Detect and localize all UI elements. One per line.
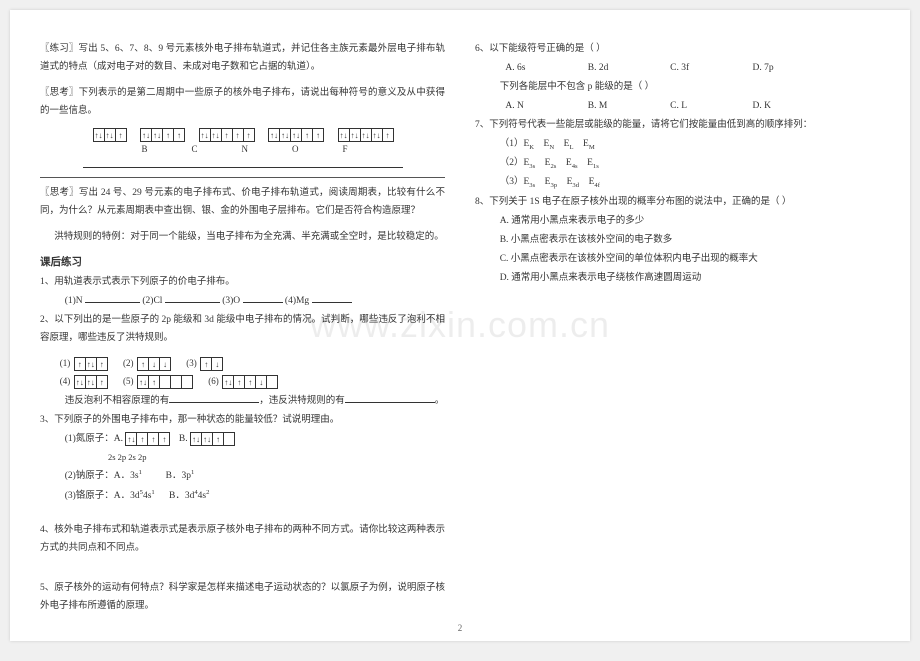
q7-r1: （1）EK EN EL EM (475, 135, 880, 154)
q6b-A: A. N (505, 97, 585, 116)
q2-tail: 违反泡利不相容原理的有，违反洪特规则的有。 (40, 392, 445, 411)
q6b-D: D. K (753, 97, 833, 116)
q1: 1、用轨道表示式表示下列原子的价电子排布。 (40, 273, 445, 292)
q3-1b-label: B. (179, 434, 188, 444)
q8-D: D. 通常用小黑点来表示电子绕核作高速圆周运动 (475, 269, 880, 288)
post-exercise-title: 课后练习 (40, 254, 445, 269)
answer-line-1 (40, 158, 445, 171)
q2-row2: (4)↑↓↑↓↑ (5)↑↓↑ (6)↑↓↑↑↓ (40, 374, 445, 389)
q1-d: (4)Mg (285, 296, 309, 306)
q6-A: A. 6s (505, 59, 585, 78)
think2-label: 〖思考〗 (40, 188, 79, 198)
q7-r3: （3）E3s E3p E3d E4f (475, 173, 880, 192)
q7-r2: （2）E3s E2s E4s E1s (475, 154, 880, 173)
think1-text: 下列表示的是第二周期中一些原子的核外电子排布，请说出每种符号的意义及从中获得的一… (40, 88, 445, 116)
q3: 3、下列原子的外围电子排布中，那一种状态的能量较低？试说明理由。 (40, 411, 445, 430)
q6-B: B. 2d (588, 59, 668, 78)
orbital-diagram-row: ↑↓↑↓↑ ↑↓↑↓↑↑ ↑↓↑↓↑↑↑ ↑↓↑↓↑↓↑↑ ↑↓↑↓↑↓↑↓↑ (40, 128, 445, 142)
q6b-opts: A. N B. M C. L D. K (475, 97, 880, 116)
q3-2a-sup: 1 (139, 469, 142, 476)
q8-C: C. 小黑点密表示在该核外空间的单位体积内电子出现的概率大 (475, 250, 880, 269)
q8-A: A. 通常用小黑点来表示电子的多少 (475, 212, 880, 231)
q3-3: (3)铬原子：A．3d54s1 B．3d44s2 (40, 486, 445, 506)
q3-2b-sup: 1 (191, 469, 194, 476)
q1-b: (2)Cl (142, 296, 162, 306)
exercise-block: 〖练习〗写出 5、6、7、8、9 号元素核外电子排布轨道式，并记住各主族元素最外… (40, 40, 445, 76)
q3-sublabels: 2s 2p 2s 2p (40, 449, 445, 466)
q5: 5、原子核外的运动有何特点？科学家是怎样来描述电子运动状态的？以氯原子为例，说明… (40, 579, 445, 615)
page-number: 2 (10, 623, 910, 633)
q2-tail-b: ，违反洪特规则的有 (259, 396, 345, 406)
q6b-B: B. M (588, 97, 668, 116)
think1-label: 〖思考〗 (40, 88, 79, 98)
think1-block: 〖思考〗下列表示的是第二周期中一些原子的核外电子排布，请说出每种符号的意义及从中… (40, 84, 445, 120)
think2-block: 〖思考〗写出 24 号、29 号元素的电子排布式、价电子排布轨道式，阅读周期表，… (40, 184, 445, 220)
q2: 2、以下列出的是一些原子的 2p 能级和 3d 能级中电子排布的情况。试判断，哪… (40, 311, 445, 347)
q3-3b: B．3d (169, 492, 194, 502)
q3-1: (1)氮原子：A. ↑↓↑↑↑ B. ↑↓↑↓↑ (40, 430, 445, 449)
q1-a: (1)N (65, 296, 83, 306)
hund-note: 洪特规则的特例：对于同一个能级，当电子排布为全充满、半充满或全空时，是比较稳定的… (40, 228, 445, 246)
q1-items: (1)N (2)Cl (3)O (4)Mg (40, 292, 445, 311)
exercise-label: 〖练习〗 (40, 44, 79, 54)
q3-2b: B．3p (166, 471, 191, 481)
q3-2a: (2)钠原子：A．3s (65, 471, 139, 481)
divider-line (40, 177, 445, 178)
q7: 7、下列符号代表一些能层或能级的能量，请将它们按能量由低到高的顺序排列： (475, 116, 880, 135)
q6b: 下列各能层中不包含 p 能级的是（ ） (475, 78, 880, 97)
q2-tail-a: 违反泡利不相容原理的有 (65, 396, 170, 406)
q3-1a-label: (1)氮原子：A. (65, 434, 123, 444)
q2-row1: (1)↑↑↓↑ (2)↑↓↓ (3)↑↓ (40, 355, 445, 370)
q4: 4、核外电子排布式和轨道表示式是表示原子核外电子排布的两种不同方式。请你比较这两… (40, 521, 445, 557)
q8-B: B. 小黑点密表示在该核外空间的电子数多 (475, 231, 880, 250)
q6-opts: A. 6s B. 2d C. 3f D. 7p (475, 59, 880, 78)
q3-3a: (3)铬原子：A．3d (65, 492, 140, 502)
orbital-labels: BCNOF (40, 144, 445, 154)
q1-c: (3)O (222, 296, 240, 306)
think2-text: 写出 24 号、29 号元素的电子排布式、价电子排布轨道式，阅读周期表，比较有什… (40, 188, 445, 216)
q8: 8、下列关于 1S 电子在原子核外出现的概率分布图的说法中，正确的是（ ） (475, 193, 880, 212)
q6-D: D. 7p (753, 59, 833, 78)
q3-2: (2)钠原子：A．3s1 B．3p1 (40, 466, 445, 486)
q6b-C: C. L (670, 97, 750, 116)
exercise-text: 写出 5、6、7、8、9 号元素核外电子排布轨道式，并记住各主族元素最外层电子排… (40, 44, 445, 72)
q6: 6、以下能级符号正确的是（ ） (475, 40, 880, 59)
q6-C: C. 3f (670, 59, 750, 78)
worksheet-page: www.zixin.com.cn 〖练习〗写出 5、6、7、8、9 号元素核外电… (10, 10, 910, 641)
